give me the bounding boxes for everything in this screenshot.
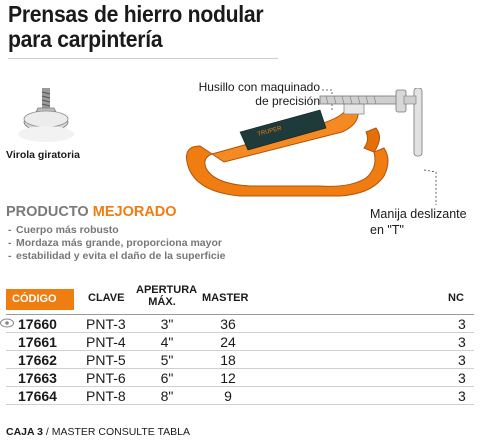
header-master: MASTER bbox=[202, 292, 249, 304]
footer-rest: / MASTER CONSULTE TABLA bbox=[42, 426, 190, 438]
table-row: 17661 PNT-4 4" 24 3 bbox=[6, 333, 474, 351]
cell-clave: PNT-5 bbox=[86, 352, 126, 368]
callout-manija: Manija deslizante en "T" bbox=[370, 206, 467, 238]
callout-manija-line2: en "T" bbox=[370, 223, 404, 237]
promo-heading-part1: PRODUCTO bbox=[6, 204, 89, 220]
header-apertura-line2: MÁX. bbox=[148, 296, 176, 308]
promo-bullet: Mordaza más grande, proporciona mayor bbox=[6, 237, 356, 250]
cell-code: 17664 bbox=[18, 388, 57, 404]
swivel-pad-icon bbox=[18, 88, 74, 142]
callout-husillo-line1: Husillo con maquinado bbox=[198, 80, 320, 94]
cell-master: 18 bbox=[220, 352, 236, 368]
cell-apertura: 3" bbox=[160, 316, 174, 332]
header-apertura-line1: APERTURA bbox=[136, 284, 198, 296]
cell-code: 17660 bbox=[18, 316, 57, 332]
cell-apertura: 6" bbox=[160, 370, 174, 386]
cell-nc: 3 bbox=[458, 352, 466, 368]
promo-heading-part2: MEJORADO bbox=[92, 204, 177, 220]
promo-bullet: Cuerpo más robusto bbox=[6, 224, 356, 237]
cell-apertura: 4" bbox=[160, 334, 174, 350]
header-divider bbox=[6, 314, 474, 315]
header-code: CÓDIGO bbox=[6, 289, 74, 310]
callout-husillo: Husillo con maquinado de precisión bbox=[140, 80, 320, 108]
title-line-2: para carpintería bbox=[8, 26, 163, 52]
cell-clave: PNT-8 bbox=[86, 388, 126, 404]
footer-note: CAJA 3 / MASTER CONSULTE TABLA bbox=[6, 426, 190, 438]
cell-code: 17661 bbox=[18, 334, 57, 350]
callout-virola: Virola giratoria bbox=[6, 149, 80, 161]
page-title: Prensas de hierro nodular para carpinter… bbox=[8, 1, 264, 52]
table-row: 17664 PNT-8 8" 9 3 bbox=[6, 387, 474, 405]
cell-code: 17663 bbox=[18, 370, 57, 386]
cell-nc: 3 bbox=[458, 334, 466, 350]
cell-master: 36 bbox=[220, 316, 236, 332]
cell-nc: 3 bbox=[458, 388, 466, 404]
promo-bullet: estabilidad y evita el daño de la superf… bbox=[6, 250, 356, 263]
table-header: CÓDIGO CLAVE APERTURA MÁX. MASTER NC bbox=[0, 283, 480, 315]
cell-nc: 3 bbox=[458, 370, 466, 386]
cell-master: 24 bbox=[220, 334, 236, 350]
cell-clave: PNT-3 bbox=[86, 316, 126, 332]
product-table: CÓDIGO CLAVE APERTURA MÁX. MASTER NC 176… bbox=[0, 283, 480, 405]
title-divider bbox=[8, 58, 278, 59]
header-clave: CLAVE bbox=[88, 292, 125, 304]
callout-husillo-line2: de precisión bbox=[255, 94, 320, 108]
cell-apertura: 8" bbox=[160, 388, 174, 404]
header-nc: NC bbox=[448, 292, 464, 304]
header-apertura: APERTURA MÁX. bbox=[136, 284, 198, 308]
cell-code: 17662 bbox=[18, 352, 57, 368]
promo-bullet-list: Cuerpo más robusto Mordaza más grande, p… bbox=[6, 224, 356, 263]
c-clamp-product-image: TRUPER bbox=[186, 88, 423, 197]
table-row: 17660 PNT-3 3" 36 3 bbox=[0, 315, 474, 333]
cell-master: 9 bbox=[224, 388, 232, 404]
cell-clave: PNT-4 bbox=[86, 334, 126, 350]
cell-clave: PNT-6 bbox=[86, 370, 126, 386]
callout-manija-line1: Manija deslizante bbox=[370, 207, 467, 221]
table-row: 17662 PNT-5 5" 18 3 bbox=[6, 351, 474, 369]
cell-master: 12 bbox=[220, 370, 236, 386]
cell-apertura: 5" bbox=[160, 352, 174, 368]
promo-heading: PRODUCTO MEJORADO bbox=[6, 203, 356, 221]
table-row: 17663 PNT-6 6" 12 3 bbox=[6, 369, 474, 387]
promo-section: PRODUCTO MEJORADO Cuerpo más robusto Mor… bbox=[6, 203, 356, 263]
footer-caja: CAJA 3 bbox=[6, 426, 43, 438]
cell-nc: 3 bbox=[458, 316, 466, 332]
eye-icon[interactable] bbox=[0, 318, 14, 328]
title-line-1: Prensas de hierro nodular bbox=[8, 1, 264, 27]
